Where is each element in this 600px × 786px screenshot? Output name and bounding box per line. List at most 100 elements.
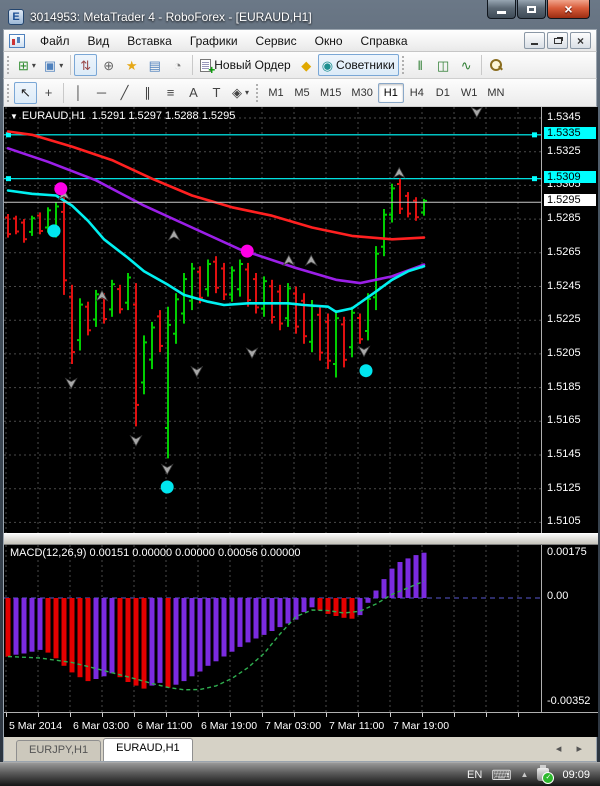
timeframe-d1[interactable]: D1 xyxy=(435,86,450,99)
mdi-restore-button[interactable] xyxy=(547,32,568,49)
price-tick: 1.5125 xyxy=(547,481,581,494)
main-chart-pane[interactable]: ▼ EURAUD,H1 1.5291 1.5297 1.5288 1.5295 xyxy=(4,107,541,533)
menu-item-0[interactable]: Файл xyxy=(40,33,70,48)
menu-item-4[interactable]: Сервис xyxy=(255,33,297,48)
macd-chart[interactable] xyxy=(4,545,541,712)
menu-item-1[interactable]: Вид xyxy=(87,33,110,48)
timeframe-m15[interactable]: M15 xyxy=(320,86,342,99)
maximize-button[interactable] xyxy=(517,0,546,19)
trendline-tool-icon: ╱ xyxy=(120,85,129,100)
chart-bars-button[interactable]: ‖ xyxy=(409,54,432,76)
new-chart-icon: ⊞ xyxy=(18,57,29,73)
chart-candles-button[interactable]: ◫ xyxy=(432,54,455,76)
horizontal-level-lines[interactable] xyxy=(4,132,541,182)
templates-button[interactable]: ★ xyxy=(120,54,143,76)
trendline-tool-button[interactable]: ╱ xyxy=(113,82,136,104)
timeframe-mn[interactable]: MN xyxy=(487,86,505,99)
timeframe-h1[interactable]: H1 xyxy=(377,82,404,103)
timeframe-h4[interactable]: H4 xyxy=(409,86,424,99)
ohlc-bar-series xyxy=(5,178,427,459)
arrow-down-icon xyxy=(160,463,174,476)
fractal-arrows xyxy=(57,107,483,476)
time-label: 5 Mar 2014 xyxy=(9,720,63,732)
keyboard-icon[interactable]: ⌨ xyxy=(491,766,512,783)
chart-tab-eurjpy[interactable]: EURJPY,H1 xyxy=(16,740,102,761)
timeframe-m5[interactable]: M5 xyxy=(294,86,310,99)
timeframe-m1[interactable]: M1 xyxy=(268,86,284,99)
vertical-line-tool-button[interactable]: │ xyxy=(67,82,90,104)
expert-advisors-button[interactable]: ◉ Советники xyxy=(317,54,399,76)
time-axis[interactable]: 5 Mar 2014 6 Mar 03:00 6 Mar 11:00 6 Mar 19… xyxy=(4,712,541,737)
data-window-button[interactable]: ▤ xyxy=(143,54,166,76)
usb-device-icon[interactable] xyxy=(537,765,555,784)
new-chart-button[interactable]: ⊞ ▾ xyxy=(14,54,40,76)
menu-item-2[interactable]: Вставка xyxy=(127,33,172,48)
signal-dots xyxy=(47,182,373,494)
toolbar-grip[interactable] xyxy=(7,83,10,102)
tick-chart-button[interactable]: ⇅ xyxy=(74,54,98,76)
chart-symbol-label: EURAUD,H1 xyxy=(21,110,86,122)
minimize-button[interactable] xyxy=(487,0,516,19)
menu-item-6[interactable]: Справка xyxy=(360,33,408,48)
tray-expand-icon[interactable]: ▲ xyxy=(520,770,529,779)
macd-axis-zero: 0.00 xyxy=(547,590,569,602)
zoom-in-button[interactable] xyxy=(485,54,508,76)
arrows-tool-button[interactable]: ◈ ▾ xyxy=(228,82,253,104)
timeframe-m30[interactable]: M30 xyxy=(351,86,373,99)
ma-medium-line[interactable] xyxy=(6,146,426,285)
time-label: 7 Mar 19:00 xyxy=(393,720,450,732)
text-tool-button[interactable]: A xyxy=(182,82,205,104)
windows-taskbar[interactable]: EN ⌨ ▲ 09:09 xyxy=(0,762,600,786)
price-chart[interactable] xyxy=(4,107,541,533)
app-icon: E xyxy=(8,8,24,25)
bid-price-badge: 1.5295 xyxy=(544,194,596,207)
price-tick: 1.5185 xyxy=(547,380,581,393)
chart-line-button[interactable]: ∿ xyxy=(455,54,478,76)
macd-axis[interactable]: 0.00175 0.00 -0.00352 xyxy=(541,545,598,712)
strategy-tester-button[interactable]: ◔ xyxy=(166,54,189,76)
close-button[interactable]: × xyxy=(547,0,590,19)
text-tool-icon: A xyxy=(189,85,198,100)
label-tool-button[interactable]: T xyxy=(205,82,228,104)
price-axis[interactable]: 1.5345 1.5325 1.5305 1.5285 1.5265 1.5245 1.52… xyxy=(541,107,598,533)
time-tick xyxy=(326,713,327,717)
chart-window-icon[interactable] xyxy=(9,33,25,48)
cursor-tool-button[interactable]: ↖ xyxy=(14,81,37,104)
crosshair-button[interactable]: ⊕ xyxy=(97,54,120,76)
ma-fast-line[interactable] xyxy=(6,189,426,314)
toolbar-grip[interactable] xyxy=(7,56,10,74)
expert-advisors-icon: ◉ xyxy=(321,57,334,73)
tab-scroll-arrows[interactable]: ◂ ▸ xyxy=(555,743,588,755)
chart-dropdown-icon[interactable]: ▼ xyxy=(10,112,18,121)
timeframe-w1[interactable]: W1 xyxy=(460,86,478,99)
macd-pane[interactable]: MACD(12,26,9) 0.00151 0.00000 0.00000 0.… xyxy=(4,545,541,712)
mdi-minimize-button[interactable] xyxy=(524,32,545,49)
new-order-button[interactable]: Новый Ордер xyxy=(196,54,294,77)
price-tick: 1.5345 xyxy=(547,111,581,123)
chart-tab-euraud[interactable]: EURAUD,H1 xyxy=(103,738,193,761)
time-tick xyxy=(454,713,455,717)
pane-splitter[interactable] xyxy=(4,533,598,545)
autotrading-button[interactable]: ◆ xyxy=(295,54,318,76)
axis-corner xyxy=(541,712,598,737)
toolbar-grip[interactable] xyxy=(401,56,405,74)
mdi-close-button[interactable]: × xyxy=(570,32,591,49)
menu-item-5[interactable]: Окно xyxy=(314,33,343,48)
language-indicator[interactable]: EN xyxy=(467,768,483,781)
crosshair-tool-button[interactable]: + xyxy=(37,82,60,104)
price-tick: 1.5285 xyxy=(547,212,581,225)
fibonacci-tool-button[interactable]: ≡ xyxy=(159,82,182,104)
title-bar[interactable]: E 3014953: MetaTrader 4 - RoboForex - [E… xyxy=(3,0,597,29)
channel-tool-button[interactable]: ∥ xyxy=(136,82,159,104)
price-tick: 1.5105 xyxy=(547,515,581,528)
toolbar-grip[interactable] xyxy=(256,83,259,102)
horizontal-line-tool-button[interactable]: ─ xyxy=(90,82,113,104)
menu-item-3[interactable]: Графики xyxy=(189,33,238,48)
arrows-tool-icon: ◈ xyxy=(232,85,242,100)
price-tick: 1.5145 xyxy=(547,448,581,460)
profiles-button[interactable]: ▣ ▾ xyxy=(40,54,67,76)
ma-slow-line[interactable] xyxy=(6,130,426,241)
price-level-badge: 1.5309 xyxy=(544,170,596,183)
time-tick xyxy=(6,713,7,717)
taskbar-clock[interactable]: 09:09 xyxy=(562,768,590,781)
